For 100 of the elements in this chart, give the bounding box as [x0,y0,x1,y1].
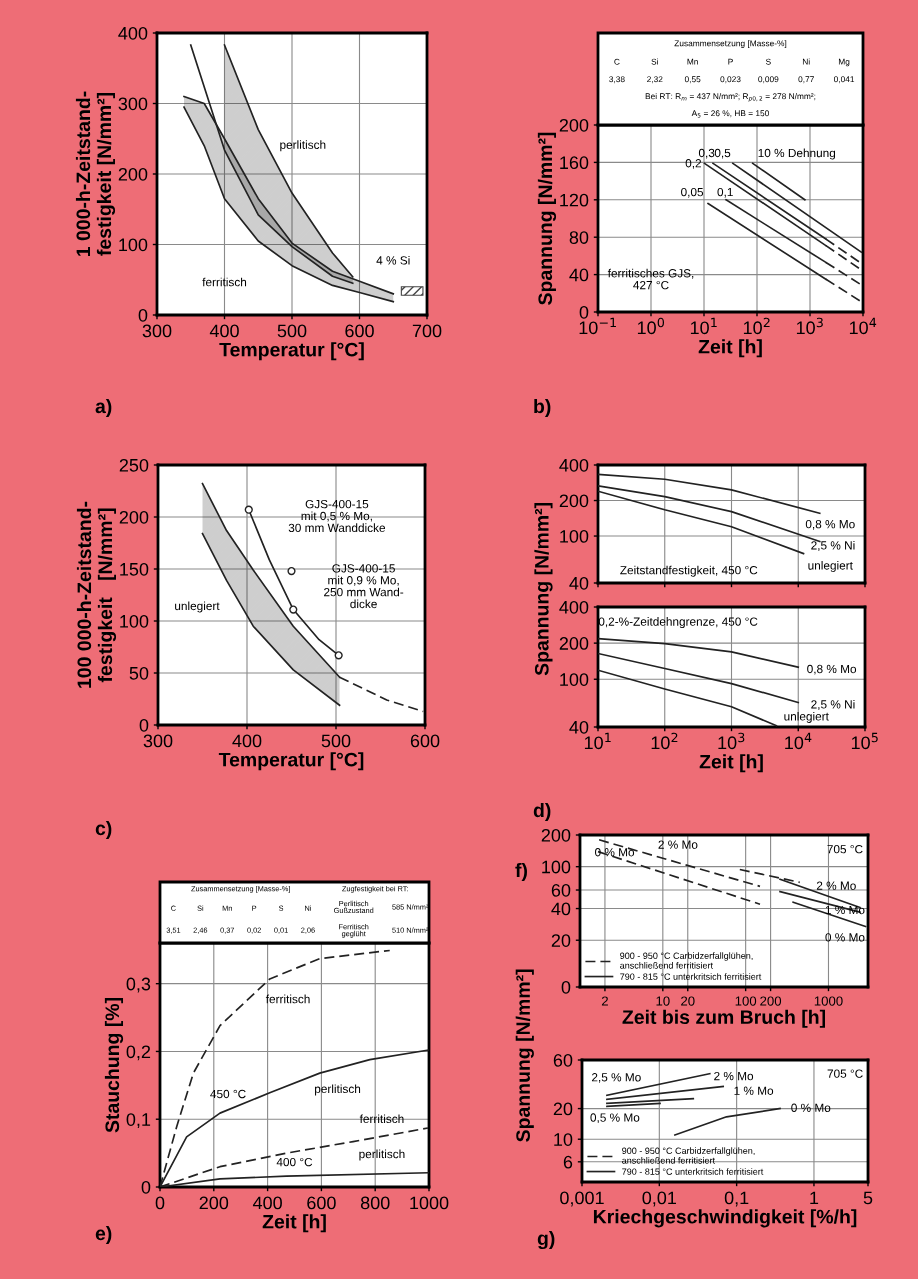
y-tick-label: 0 [141,1180,151,1194]
y-tick-label: 200 [118,167,148,181]
x-tick-label: 1 [810,1191,819,1205]
x-tick-label: 10$^{3}$ [718,732,745,750]
y-tick-label: 200 [559,118,589,132]
y-tick-label: 400 [559,458,589,472]
text: C [614,58,620,65]
y-tick-label: 0,2 [126,1045,151,1061]
annotation: 4 % Si [376,255,410,265]
text: P [728,58,733,65]
annotation: 0,5 % Mo [590,1113,640,1124]
annotation: unlegiert [784,711,829,723]
annotation: 2 % Mo [714,1071,754,1081]
x-axis-title: Kriechgeschwindigkeit [%/h] [593,1209,857,1228]
annotation: 0,2-%-Zeitdehngrenze, 450 °C [598,617,758,629]
x-tick-label: 10$^{3}$ [796,317,823,335]
y-tick-label: 0 [138,308,148,322]
y-axis-title: 100 000-h-Zeitstand- festigkeit [N/mm²] [76,501,117,688]
x-tick-label: 500 [321,734,351,748]
x-tick-label: 1000 [410,1196,449,1210]
y-axis-title: Spannung [N/mm²] [515,969,534,1142]
y-axis-title: Stauchung [%] [104,998,124,1133]
annotation: 705 °C [827,845,863,854]
x-axis-title: Zeit bis zum Bruch [h] [622,1009,825,1028]
y-axis-title: 1 000-h-Zeitstand- festigkeit [N/mm²] [75,91,116,256]
text: A$_{5}$ = 26 %, HB = 150 [691,110,769,118]
y-tick-label: 100 [560,529,589,543]
x-axis-title: Temperatur [°C] [219,342,364,361]
x-tick-label: 600 [307,1196,336,1210]
y-tick-label: 150 [120,562,149,576]
text: 2,32 [647,76,663,84]
annotation: 2,5 % Ni [811,699,855,710]
annotation: 10 % Dehnung [758,148,836,160]
annotation: perlitisch [359,1149,405,1161]
x-tick-label: 10 [656,996,670,1006]
x-tick-label: 400 [209,324,239,338]
x-tick-label: 100 [735,996,757,1006]
annotation: 0 % Mo [825,933,865,942]
annotation: 2 % Mo [816,881,856,890]
text: 0,009 [758,76,779,84]
text: S [765,58,771,65]
y-tick-label: 0,1 [126,1113,151,1129]
annotation: ferritisch [202,277,247,287]
annotation: 0,8 % Mo [807,664,857,675]
text: b) [534,398,551,418]
y-tick-label: 100 [560,673,589,686]
x-tick-label: 0,001 [560,1191,604,1207]
annotation: 0,1 [717,187,733,198]
legend-label: 790 - 815 °C unterkritsich ferritisiert [620,973,762,980]
x-tick-label: 500 [277,324,307,338]
annotation: ferritisch [265,994,310,1004]
annotation: 450 °C [210,1089,246,1099]
x-tick-label: 1000 [814,996,843,1006]
annotation: perlitisch [280,140,326,152]
annotation: 0,2 [685,159,702,169]
annotation: 0 % Mo [595,848,635,857]
y-tick-label: 60 [551,883,571,897]
y-tick-label: 200 [541,828,571,842]
x-tick-label: 10$^{0}$ [637,317,665,335]
x-tick-label: 400 [252,1196,282,1210]
y-tick-label: 100 [542,860,571,874]
y-tick-label: 0 [139,718,149,732]
legend-label: 900 - 950 °C Carbidzerfallglühen, anschließend ferritisiert [620,952,753,969]
y-tick-label: 50 [129,666,149,680]
annotation: 2 % Mo [658,840,698,849]
x-tick-label: 10$^{2}$ [743,317,770,335]
annotation: 1 % Mo [825,905,865,915]
x-tick-label: 10$^{5}$ [851,732,878,750]
legend-label: 900 - 950 °C Carbidzerfallglühen, anschließend ferritisiert [622,1147,755,1164]
x-tick-label: 2 [601,996,608,1006]
y-axis-title: Spannung [N/mm²] [537,132,557,305]
text: 0,023 [720,76,741,84]
text: Si [651,58,658,65]
annotation: 1 % Mo [734,1086,774,1095]
x-tick-label: 10$^{2}$ [651,732,678,750]
text: f) [515,862,527,882]
annotation: GJS-400-15 mit 0,9 % Mo, 250 mm Wand- dicke [324,564,404,609]
annotation: perlitisch [315,1084,361,1096]
annotation: ferritisch [359,1114,404,1124]
x-tick-label: 0,1 [724,1191,749,1207]
text: Bei RT: R$_{m}$ = 437 N/mm²; R$_{p0,2}$ = 278 N/mm²; [645,93,816,102]
annotation: Zeitstandfestigkeit, 450 °C [620,565,758,577]
y-tick-label: 400 [559,600,589,614]
text: a) [95,398,112,418]
annotation: 0,05 [681,187,704,198]
y-tick-label: 6 [563,1155,573,1169]
annotation: 0 % Mo [791,1103,831,1112]
y-tick-label: 80 [569,231,589,244]
y-tick-label: 10 [554,1133,573,1146]
annotation: ferritisches GJS, 427 °C [607,268,694,290]
x-tick-label: 0 [155,1196,165,1210]
y-tick-label: 160 [560,156,589,170]
text: 0,041 [833,76,855,84]
annotation: 2,5 % Ni [811,540,855,551]
annotation: 705 °C [827,1069,863,1078]
y-tick-label: 100 [120,614,149,628]
x-tick-label: 5 [863,1191,873,1205]
x-tick-label: 20 [681,996,695,1006]
text: Mn [687,58,698,65]
text: e) [95,1225,112,1245]
